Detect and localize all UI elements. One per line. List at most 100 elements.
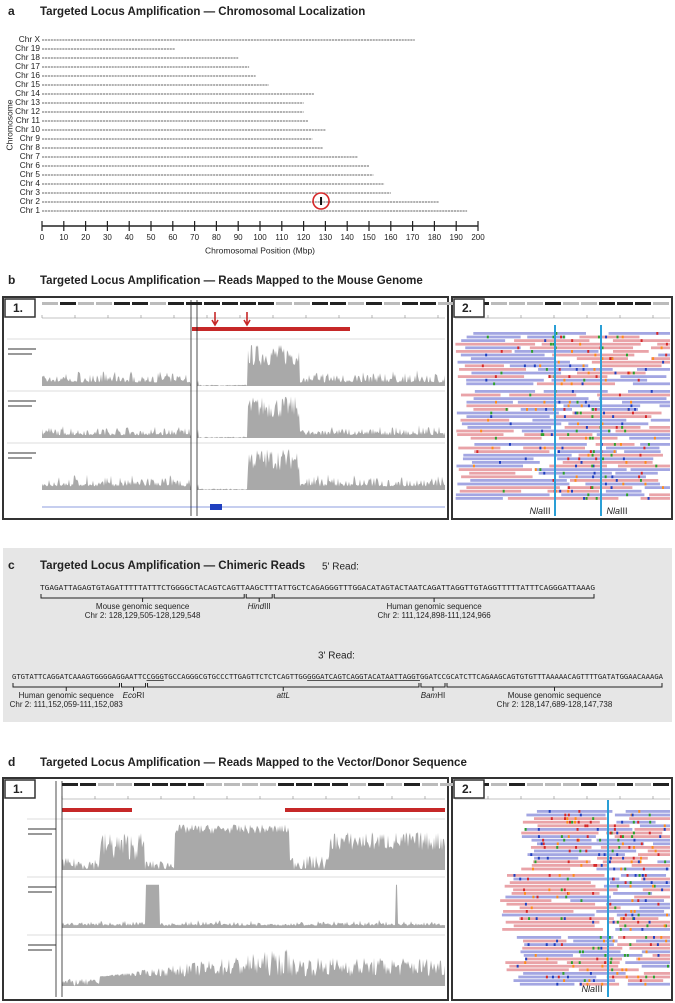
read-heading: 3' Read:: [318, 651, 355, 662]
mismatch: [563, 415, 566, 418]
read: [465, 346, 521, 350]
read: [538, 368, 613, 371]
read: [596, 433, 670, 436]
ideogram: [635, 783, 651, 786]
read: [524, 433, 593, 436]
x-tick-label: 10: [59, 233, 68, 242]
read: [640, 443, 670, 446]
mismatch: [542, 842, 545, 846]
read: [466, 415, 550, 418]
mismatch: [530, 853, 533, 856]
inset-frame: [2, 777, 449, 1001]
mismatch: [619, 928, 622, 931]
mismatch: [517, 346, 520, 350]
read: [622, 400, 670, 404]
mismatch: [571, 489, 574, 493]
read: [466, 378, 544, 382]
mismatch: [545, 368, 548, 371]
sequence-segment: GCATCTTCAGAAGCAGTGTGTTTAAAAACAGTTTTGATAT…: [446, 672, 664, 681]
mismatch: [640, 856, 643, 860]
read: [455, 342, 536, 346]
mismatch: [634, 408, 637, 411]
read: [567, 936, 614, 939]
mismatch: [530, 906, 533, 910]
mismatch: [622, 917, 625, 920]
read: [522, 820, 600, 824]
read: [644, 486, 670, 489]
ideogram: [332, 783, 348, 786]
mismatch: [495, 400, 498, 404]
read: [614, 813, 670, 817]
mismatch: [575, 429, 578, 433]
mismatch: [601, 346, 604, 350]
mismatch: [663, 924, 666, 928]
mismatch: [589, 972, 592, 975]
mismatch: [526, 408, 529, 411]
mismatch: [632, 371, 635, 375]
inset-frame: [451, 777, 673, 1001]
read: [530, 846, 592, 849]
read: [549, 464, 607, 468]
read: [518, 975, 597, 979]
read: [601, 364, 662, 368]
mismatch: [548, 810, 551, 813]
read: [502, 928, 603, 931]
read: [520, 950, 621, 954]
mismatch: [490, 411, 493, 415]
track-name: [28, 944, 56, 946]
read: [606, 902, 670, 906]
mismatch: [562, 471, 565, 475]
mismatch: [502, 489, 505, 493]
mismatch: [627, 408, 630, 411]
read: [504, 884, 596, 888]
mismatch: [556, 939, 559, 943]
read: [523, 939, 567, 943]
ideogram: [134, 783, 150, 786]
mismatch: [523, 364, 526, 368]
mismatch: [640, 471, 643, 475]
read: [625, 810, 670, 813]
mismatch: [621, 426, 624, 429]
ideogram: [96, 302, 112, 305]
read: [501, 913, 595, 917]
mismatch: [625, 968, 628, 972]
read: [615, 429, 670, 433]
mismatch: [567, 486, 570, 489]
mismatch: [585, 849, 588, 853]
mismatch: [532, 895, 535, 899]
read: [658, 353, 670, 357]
mismatch: [546, 957, 549, 961]
mismatch: [588, 979, 591, 982]
read: [629, 436, 670, 440]
mismatch: [633, 838, 636, 842]
panel-label: d: [8, 755, 15, 769]
ideogram: [206, 783, 222, 786]
x-tick-label: 190: [450, 233, 464, 242]
read: [639, 824, 670, 828]
read: [466, 382, 534, 386]
track-name: [28, 833, 52, 835]
mismatch: [592, 450, 595, 453]
mismatch: [577, 422, 580, 426]
label-part: III: [620, 506, 628, 516]
read: [471, 461, 540, 464]
read: [629, 817, 670, 820]
read: [459, 489, 522, 493]
mismatch: [600, 864, 603, 867]
read: [506, 968, 569, 972]
read: [524, 943, 614, 946]
mismatch: [480, 429, 483, 433]
mismatch: [486, 335, 489, 339]
mismatch: [570, 961, 573, 964]
panel-title: Targeted Locus Amplification — Chromosom…: [40, 6, 365, 18]
mismatch: [647, 443, 650, 446]
mismatch: [528, 917, 531, 920]
mismatch: [650, 881, 653, 884]
mismatch: [641, 928, 644, 931]
read: [543, 390, 608, 393]
mismatch: [616, 972, 619, 975]
read: [628, 979, 664, 982]
read: [547, 489, 600, 493]
mismatch: [602, 939, 605, 943]
label-part: Mouse genomic sequence: [96, 602, 190, 611]
